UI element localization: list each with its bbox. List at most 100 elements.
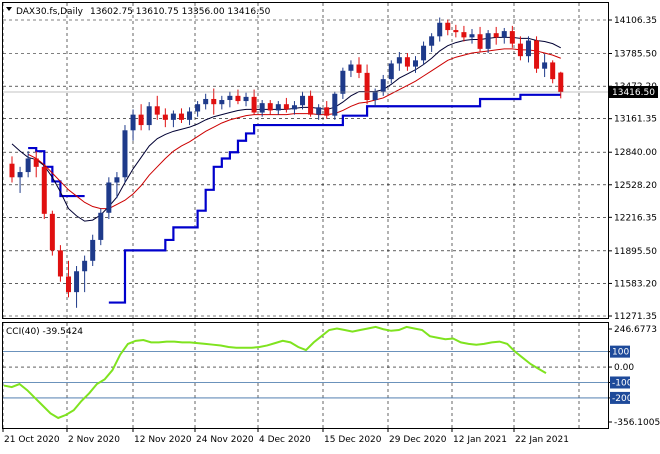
bull-candle[interactable] <box>340 70 346 94</box>
cci-tick-label: -200 <box>612 394 633 404</box>
bull-candle[interactable] <box>227 95 233 101</box>
bear-candle[interactable] <box>283 104 289 110</box>
bull-candle[interactable] <box>146 106 152 126</box>
bear-candle[interactable] <box>493 33 499 38</box>
price-panel-frame <box>2 2 609 319</box>
chart-grid <box>2 3 608 428</box>
ohlc-values: 13602.75 13610.75 13356.00 13416.50 <box>90 7 271 17</box>
bull-candle[interactable] <box>203 98 209 105</box>
bear-candle[interactable] <box>477 34 483 49</box>
bull-candle[interactable] <box>98 212 104 240</box>
bear-candle[interactable] <box>33 158 39 167</box>
cci-line <box>3 325 547 420</box>
bull-candle[interactable] <box>17 172 23 178</box>
bear-candle[interactable] <box>9 163 15 178</box>
bear-candle[interactable] <box>211 98 217 105</box>
bull-candle[interactable] <box>291 105 297 110</box>
price-axis: 14106.3513785.5013472.2013161.3512840.00… <box>608 16 657 322</box>
bull-candle[interactable] <box>106 182 112 213</box>
time-tick-label: 12 Jan 2021 <box>453 435 507 445</box>
bear-candle[interactable] <box>461 32 467 38</box>
candles[interactable] <box>9 17 564 308</box>
cci-tick-label: 100 <box>612 348 629 358</box>
bear-candle[interactable] <box>308 95 314 115</box>
bear-candle[interactable] <box>404 57 410 67</box>
bear-candle[interactable] <box>453 30 459 33</box>
bull-candle[interactable] <box>542 62 548 69</box>
bull-candle[interactable] <box>348 64 354 71</box>
bull-candle[interactable] <box>421 45 427 61</box>
bear-candle[interactable] <box>178 113 184 120</box>
bear-candle[interactable] <box>558 72 564 93</box>
cci-levels <box>3 351 608 399</box>
dropdown-triangle-icon[interactable] <box>6 7 12 11</box>
cci-tick-badge <box>610 376 630 389</box>
bull-candle[interactable] <box>122 130 128 178</box>
bull-candle[interactable] <box>25 158 31 173</box>
current-price-text: 13416.50 <box>612 88 655 98</box>
bull-candle[interactable] <box>501 31 507 38</box>
price-tick-label: 13785.50 <box>614 49 657 59</box>
time-tick-label: 2 Nov 2020 <box>68 435 120 445</box>
bull-candle[interactable] <box>380 79 386 92</box>
bull-candle[interactable] <box>114 177 120 183</box>
bear-candle[interactable] <box>550 62 556 80</box>
bear-candle[interactable] <box>41 166 47 214</box>
bull-candle[interactable] <box>429 36 435 46</box>
bull-candle[interactable] <box>275 104 281 111</box>
bear-candle[interactable] <box>65 276 71 293</box>
time-tick-label: 4 Dec 2020 <box>259 435 311 445</box>
bull-candle[interactable] <box>300 95 306 106</box>
bull-candle[interactable] <box>413 60 418 67</box>
time-axis: 21 Oct 2020 2 Nov 2020 12 Nov 2020 24 Nov 2… <box>2 428 569 445</box>
bear-candle[interactable] <box>445 22 451 31</box>
price-tick-label: 12216.35 <box>614 213 657 223</box>
price-tick-label: 11895.50 <box>614 247 657 257</box>
bull-candle[interactable] <box>90 239 96 261</box>
bear-candle[interactable] <box>49 213 55 251</box>
bear-candle[interactable] <box>251 96 257 113</box>
symbol-label: DAX30.fs,Daily <box>16 7 84 17</box>
bull-candle[interactable] <box>82 260 88 272</box>
bear-candle[interactable] <box>509 31 515 44</box>
bull-candle[interactable] <box>219 100 225 105</box>
bull-candle[interactable] <box>195 104 201 112</box>
bull-candle[interactable] <box>316 107 322 115</box>
bull-candle[interactable] <box>485 33 491 49</box>
cci-tick-label: -356.1005 <box>614 418 660 428</box>
bear-candle[interactable] <box>517 43 523 57</box>
bull-candle[interactable] <box>372 91 378 101</box>
bear-candle[interactable] <box>154 106 160 115</box>
bear-candle[interactable] <box>138 114 144 126</box>
bull-candle[interactable] <box>332 93 338 116</box>
bull-candle[interactable] <box>130 114 136 131</box>
bull-candle[interactable] <box>74 271 80 293</box>
bear-candle[interactable] <box>356 64 362 73</box>
bear-candle[interactable] <box>324 107 330 116</box>
bull-candle[interactable] <box>437 22 443 37</box>
time-tick-label: 12 Nov 2020 <box>134 435 192 445</box>
bear-candle[interactable] <box>57 250 63 277</box>
bull-candle[interactable] <box>259 103 265 113</box>
price-tick-label: 13161.35 <box>614 115 657 125</box>
bull-candle[interactable] <box>243 96 249 102</box>
cci-tick-label: -100 <box>612 378 633 388</box>
bull-candle[interactable] <box>388 63 394 80</box>
bear-candle[interactable] <box>235 95 241 102</box>
cci-series-line <box>3 325 547 420</box>
price-tick-label: 11583.20 <box>614 279 657 289</box>
bull-candle[interactable] <box>469 34 475 38</box>
time-tick-label: 21 Oct 2020 <box>4 435 60 445</box>
cci-panel-frame <box>2 322 609 429</box>
bull-candle[interactable] <box>396 57 402 64</box>
bull-candle[interactable] <box>525 40 531 57</box>
bear-candle[interactable] <box>162 114 168 120</box>
bull-candle[interactable] <box>170 113 176 120</box>
bear-candle[interactable] <box>364 72 370 101</box>
cci-tick-label: 246.6773 <box>614 325 657 335</box>
bear-candle[interactable] <box>267 103 273 111</box>
bull-candle[interactable] <box>187 111 193 120</box>
bear-candle[interactable] <box>534 40 540 69</box>
